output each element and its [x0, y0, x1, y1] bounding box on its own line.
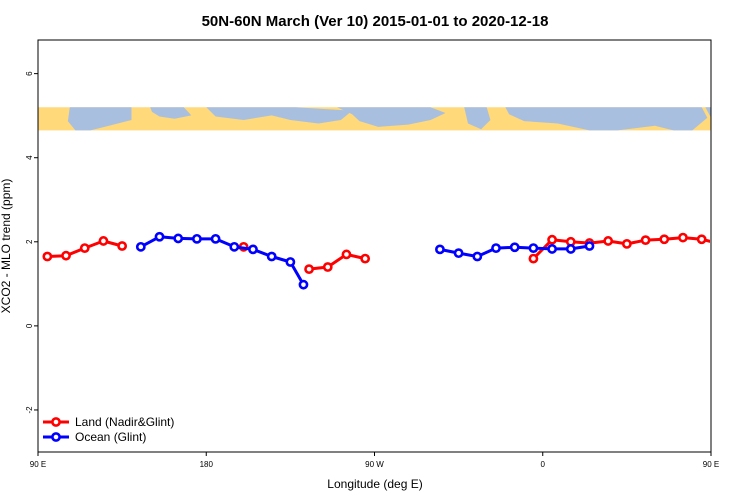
land-data-point — [678, 232, 688, 243]
ocean-legend-marker — [51, 432, 61, 442]
land-data-point — [659, 234, 670, 245]
ocean-data-point — [453, 248, 464, 259]
ocean-data-point — [285, 257, 296, 267]
land-data-point — [360, 253, 371, 264]
ocean-data-point — [135, 241, 146, 252]
land-data-point — [640, 235, 651, 246]
ocean-data-point — [528, 243, 539, 254]
ocean-data-point — [210, 233, 221, 244]
x-tick-label: 90 E — [30, 460, 46, 469]
x-tick-label: 90 E — [703, 460, 719, 469]
land-data-point — [98, 236, 109, 246]
y-tick-label: 4 — [25, 155, 34, 160]
ocean-legend-label: Ocean (Glint) — [75, 430, 146, 444]
land-data-point — [696, 234, 707, 245]
map-ocean-region — [150, 107, 192, 119]
ocean-data-point — [192, 233, 202, 244]
ocean-data-point — [509, 242, 520, 253]
map-ocean-region — [705, 107, 711, 118]
land-legend-label: Land (Nadir&Glint) — [75, 415, 174, 429]
land-series-line — [532, 236, 710, 260]
ocean-data-point — [154, 231, 165, 242]
y-tick-label: 2 — [25, 239, 34, 244]
x-tick-label: 90 W — [365, 460, 384, 469]
x-axis: 90 E 180 90 W 0 90 E — [30, 452, 719, 469]
x-axis-label: Longitude (deg E) — [327, 477, 422, 491]
ocean-data-point — [435, 244, 445, 255]
legend: Land (Nadir&Glint)Ocean (Glint) — [43, 415, 174, 444]
land-data-point — [79, 243, 90, 254]
map-ocean-region — [67, 107, 132, 131]
land-data-point — [304, 264, 314, 275]
land-data-point — [61, 250, 71, 261]
series-layer — [42, 231, 710, 290]
y-axis: -2 0 2 4 6 — [25, 71, 38, 414]
land-legend-marker — [51, 417, 61, 427]
ocean-data-point — [472, 251, 483, 262]
ocean-data-point — [547, 244, 557, 254]
land-data-point — [322, 262, 333, 272]
land-data-point — [547, 234, 557, 245]
y-axis-label: XCO2 - MLO trend (ppm) — [0, 179, 13, 314]
x-tick-label: 0 — [541, 460, 546, 469]
ocean-data-point — [229, 241, 240, 252]
chart-title: 50N-60N March (Ver 10) 2015-01-01 to 202… — [202, 13, 549, 30]
y-tick-label: -2 — [25, 406, 34, 414]
ocean-data-point — [248, 244, 258, 255]
map-ocean-region — [505, 107, 708, 131]
y-tick-label: 0 — [25, 323, 34, 328]
map-ocean-region — [464, 107, 491, 130]
ocean-data-point — [266, 251, 277, 262]
world-map-strip — [38, 107, 711, 131]
map-ocean-region — [206, 107, 353, 124]
land-data-point — [42, 251, 53, 262]
ocean-data-point — [584, 241, 595, 251]
ocean-data-point — [298, 279, 309, 290]
x-tick-label: 180 — [200, 460, 214, 469]
map-ocean-region — [337, 107, 446, 127]
land-series-line — [308, 252, 366, 271]
land-data-point — [603, 236, 614, 246]
land-data-point — [341, 249, 352, 260]
land-data-point — [117, 241, 128, 251]
ocean-series-line — [140, 235, 305, 286]
land-data-point — [528, 253, 539, 264]
y-tick-label: 6 — [25, 71, 34, 76]
ocean-data-point — [173, 233, 184, 244]
ocean-data-point — [565, 244, 576, 254]
ocean-data-point — [491, 243, 501, 254]
land-data-point — [621, 238, 632, 249]
